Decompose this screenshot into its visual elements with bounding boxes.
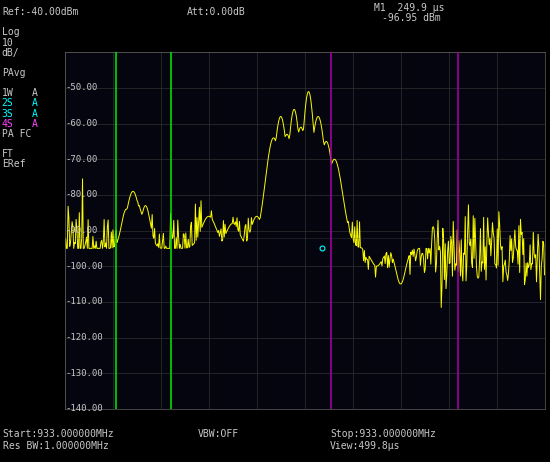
Text: M1  249.9 μs: M1 249.9 μs — [374, 3, 444, 13]
Text: -110.00: -110.00 — [66, 298, 103, 306]
Text: 3S: 3S — [2, 109, 13, 119]
Text: -90.00: -90.00 — [66, 226, 98, 235]
Text: View:499.8μs: View:499.8μs — [330, 441, 400, 451]
Text: Att:0.00dB: Att:0.00dB — [187, 7, 246, 17]
Text: -50.00: -50.00 — [66, 83, 98, 92]
Text: A: A — [32, 119, 38, 129]
Text: PA FC: PA FC — [2, 129, 31, 139]
Text: 10: 10 — [2, 37, 13, 48]
Text: Stop:933.000000MHz: Stop:933.000000MHz — [330, 429, 436, 439]
Text: Res BW:1.000000MHz: Res BW:1.000000MHz — [3, 441, 108, 451]
Text: A: A — [32, 88, 38, 98]
Text: PAvg: PAvg — [2, 68, 25, 78]
Text: -100.00: -100.00 — [66, 261, 103, 271]
Text: Ref:-40.00dBm: Ref:-40.00dBm — [3, 7, 79, 17]
Text: 4S: 4S — [2, 119, 13, 129]
Text: -120.00: -120.00 — [66, 333, 103, 342]
Text: FT: FT — [2, 149, 13, 159]
Text: -80.00: -80.00 — [66, 190, 98, 200]
Text: ERef: ERef — [2, 159, 25, 170]
Text: 1W: 1W — [2, 88, 13, 98]
Text: -96.95 dBm: -96.95 dBm — [382, 13, 441, 23]
Text: -140.00: -140.00 — [66, 404, 103, 413]
Text: dB/: dB/ — [2, 48, 19, 58]
Text: Start:933.000000MHz: Start:933.000000MHz — [3, 429, 114, 439]
Text: -130.00: -130.00 — [66, 369, 103, 378]
Text: Log: Log — [2, 27, 19, 37]
Text: A: A — [32, 98, 38, 109]
Text: 2S: 2S — [2, 98, 13, 109]
Text: -60.00: -60.00 — [66, 119, 98, 128]
Text: A: A — [32, 109, 38, 119]
Text: VBW:OFF: VBW:OFF — [198, 429, 239, 439]
Text: -70.00: -70.00 — [66, 155, 98, 164]
